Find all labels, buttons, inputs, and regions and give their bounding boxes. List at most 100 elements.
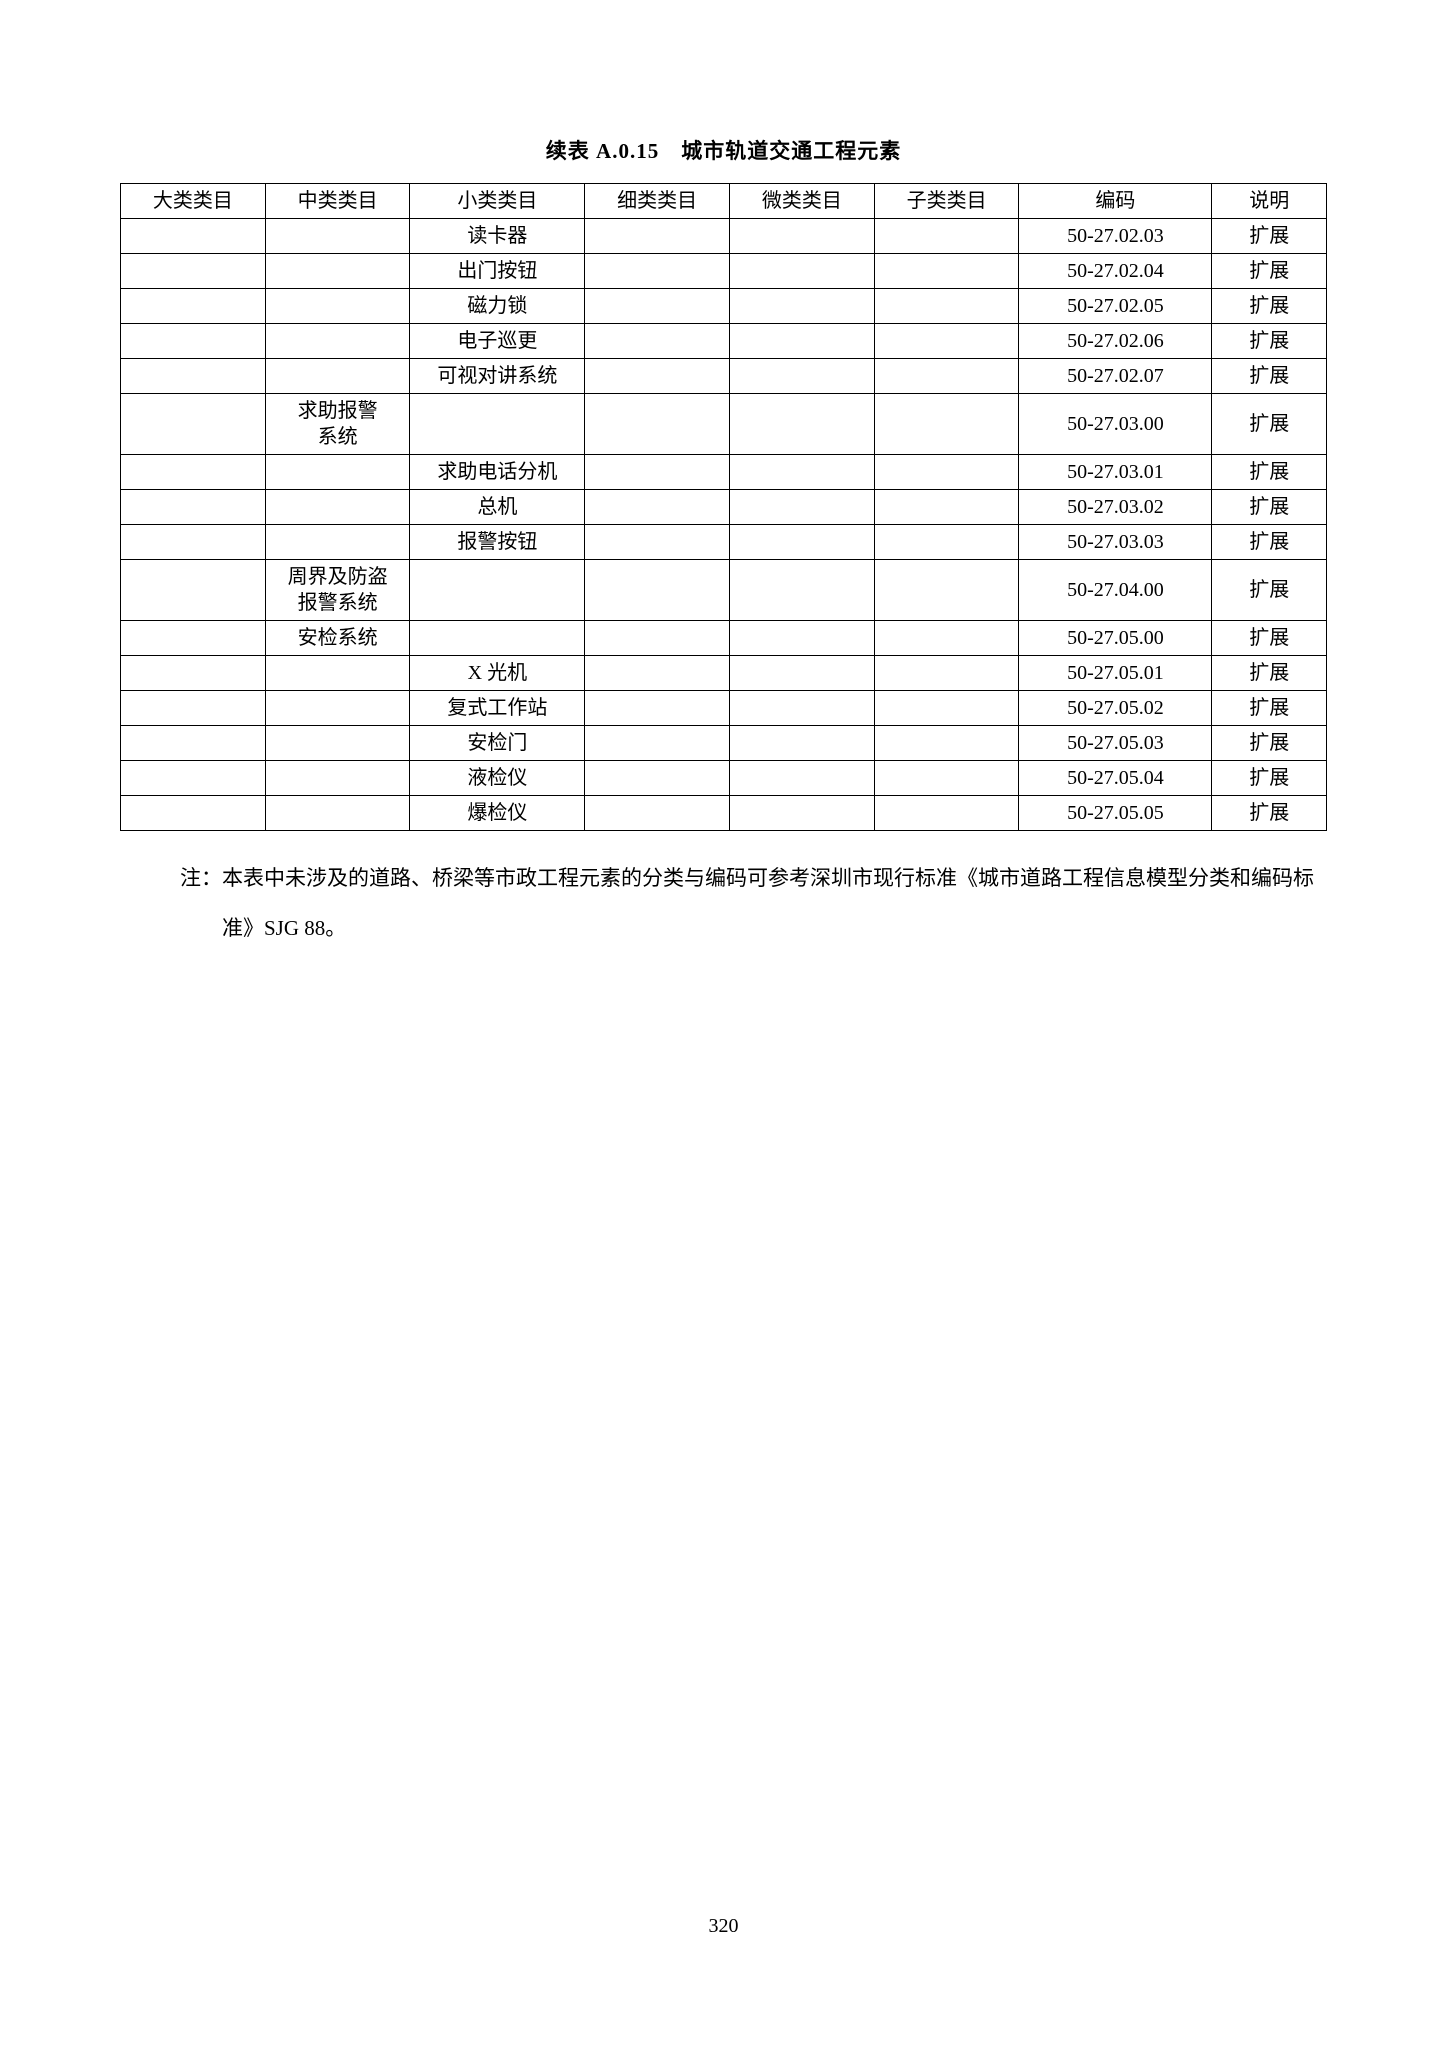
table-caption: 续表 A.0.15 城市轨道交通工程元素 [120, 135, 1327, 165]
cell: 扩展 [1212, 691, 1327, 726]
col-header: 子类类目 [874, 184, 1019, 219]
cell [730, 726, 875, 761]
cell [265, 289, 410, 324]
cell: 安检系统 [265, 621, 410, 656]
cell [265, 726, 410, 761]
cell [265, 761, 410, 796]
cell [121, 359, 266, 394]
cell: 安检门 [410, 726, 585, 761]
cell [730, 656, 875, 691]
table-body: 读卡器 50-27.02.03 扩展 出门按钮 50-27.02.04 扩展 [121, 219, 1327, 831]
cell [121, 254, 266, 289]
cell: 50-27.05.01 [1019, 656, 1212, 691]
cell [730, 289, 875, 324]
cell [874, 726, 1019, 761]
table-row: 磁力锁 50-27.02.05 扩展 [121, 289, 1327, 324]
cell: X 光机 [410, 656, 585, 691]
cell: 50-27.03.00 [1019, 394, 1212, 455]
cell [874, 394, 1019, 455]
cell [730, 691, 875, 726]
cell [585, 621, 730, 656]
cell [874, 691, 1019, 726]
cell: 扩展 [1212, 761, 1327, 796]
cell [265, 254, 410, 289]
cell [585, 254, 730, 289]
cell [585, 796, 730, 831]
table-row: 求助报警系统 50-27.03.00 扩展 [121, 394, 1327, 455]
cell: 50-27.03.02 [1019, 490, 1212, 525]
cell [585, 359, 730, 394]
cell [265, 359, 410, 394]
cell: 50-27.02.03 [1019, 219, 1212, 254]
cell [410, 560, 585, 621]
col-header: 中类类目 [265, 184, 410, 219]
cell [730, 219, 875, 254]
table-header-row: 大类类目 中类类目 小类类目 细类类目 微类类目 子类类目 编码 说明 [121, 184, 1327, 219]
cell [410, 394, 585, 455]
table-row: 报警按钮 50-27.03.03 扩展 [121, 525, 1327, 560]
cell [730, 560, 875, 621]
cell [121, 796, 266, 831]
cell: 可视对讲系统 [410, 359, 585, 394]
cell [730, 394, 875, 455]
table-row: 安检系统 50-27.05.00 扩展 [121, 621, 1327, 656]
cell: 扩展 [1212, 656, 1327, 691]
cell [585, 761, 730, 796]
cell: 求助电话分机 [410, 455, 585, 490]
cell [585, 726, 730, 761]
cell [121, 324, 266, 359]
cell: 磁力锁 [410, 289, 585, 324]
cell: 50-27.05.04 [1019, 761, 1212, 796]
cell: 50-27.05.03 [1019, 726, 1212, 761]
cell: 扩展 [1212, 726, 1327, 761]
cell: 扩展 [1212, 796, 1327, 831]
table-row: 总机 50-27.03.02 扩展 [121, 490, 1327, 525]
cell [730, 254, 875, 289]
cell [265, 656, 410, 691]
cell [585, 656, 730, 691]
table-row: 周界及防盗报警系统 50-27.04.00 扩展 [121, 560, 1327, 621]
cell: 爆检仪 [410, 796, 585, 831]
cell [585, 455, 730, 490]
cell [121, 490, 266, 525]
cell [874, 761, 1019, 796]
table-row: X 光机 50-27.05.01 扩展 [121, 656, 1327, 691]
col-header: 大类类目 [121, 184, 266, 219]
cell: 50-27.02.07 [1019, 359, 1212, 394]
cell [585, 490, 730, 525]
page-number: 320 [0, 1915, 1447, 1938]
cell: 扩展 [1212, 490, 1327, 525]
cell [121, 525, 266, 560]
cell: 扩展 [1212, 359, 1327, 394]
cell [730, 761, 875, 796]
table-row: 求助电话分机 50-27.03.01 扩展 [121, 455, 1327, 490]
table-row: 复式工作站 50-27.05.02 扩展 [121, 691, 1327, 726]
cell: 总机 [410, 490, 585, 525]
cell [730, 455, 875, 490]
cell [874, 525, 1019, 560]
cell [874, 656, 1019, 691]
table-row: 液检仪 50-27.05.04 扩展 [121, 761, 1327, 796]
cell: 50-27.03.01 [1019, 455, 1212, 490]
cell [585, 219, 730, 254]
cell [121, 691, 266, 726]
cell: 50-27.02.06 [1019, 324, 1212, 359]
cell: 扩展 [1212, 394, 1327, 455]
table-row: 可视对讲系统 50-27.02.07 扩展 [121, 359, 1327, 394]
cell [874, 621, 1019, 656]
cell [121, 761, 266, 796]
cell [874, 324, 1019, 359]
cell: 50-27.05.00 [1019, 621, 1212, 656]
cell [265, 490, 410, 525]
cell: 出门按钮 [410, 254, 585, 289]
cell [730, 490, 875, 525]
cell: 扩展 [1212, 621, 1327, 656]
cell: 50-27.02.05 [1019, 289, 1212, 324]
cell [874, 560, 1019, 621]
col-header: 细类类目 [585, 184, 730, 219]
cell: 扩展 [1212, 324, 1327, 359]
cell: 电子巡更 [410, 324, 585, 359]
cell [874, 796, 1019, 831]
cell: 扩展 [1212, 254, 1327, 289]
cell [585, 394, 730, 455]
